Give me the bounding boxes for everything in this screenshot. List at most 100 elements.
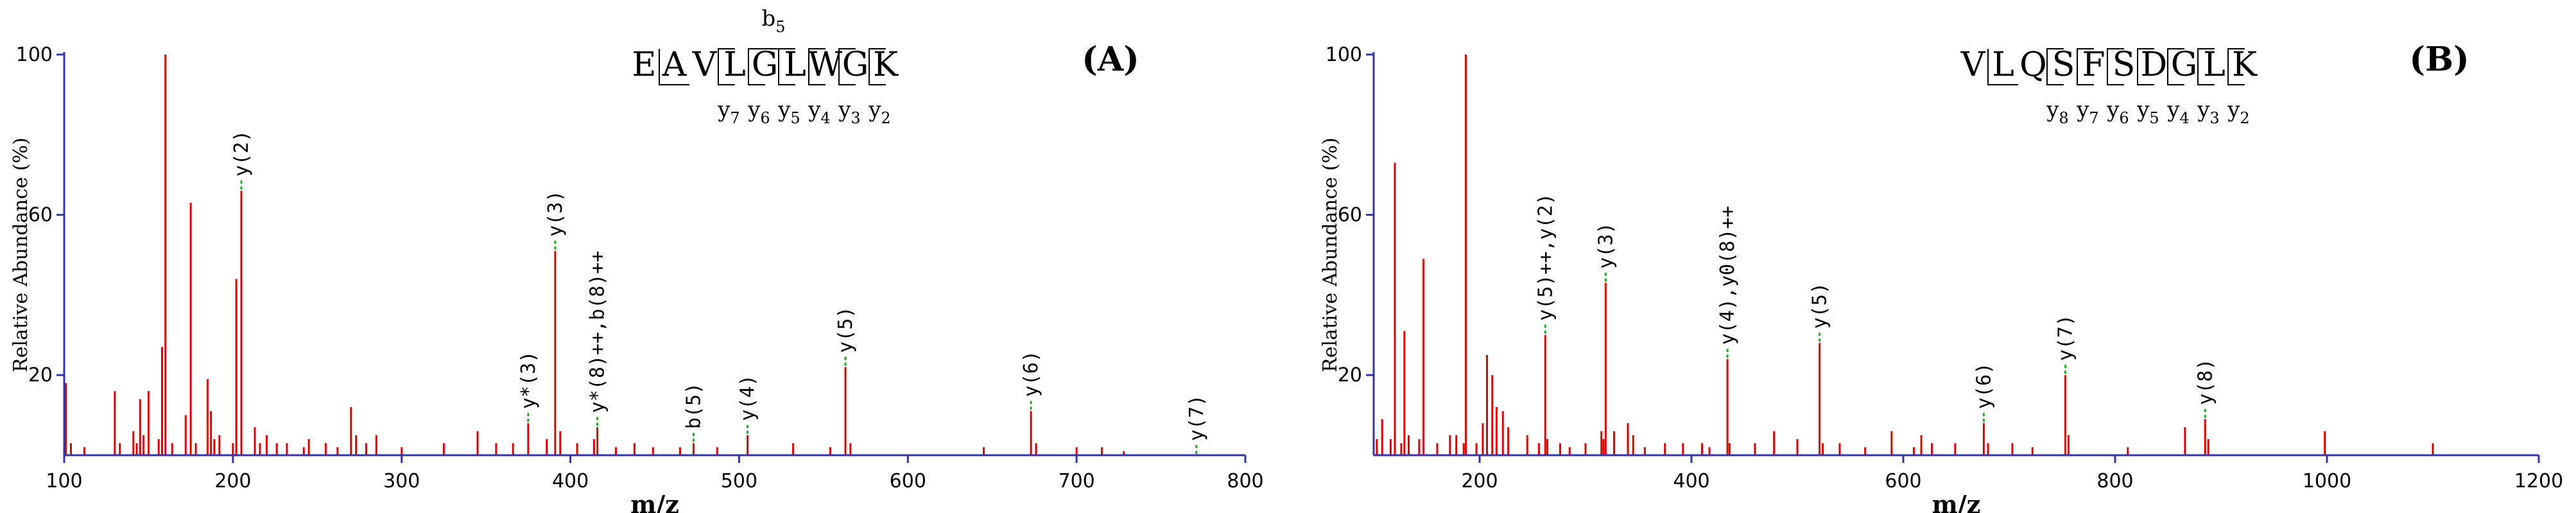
y-ion-subscript: 6 xyxy=(2119,109,2129,127)
y-ion-label: y4 xyxy=(2166,97,2190,127)
y-ion-letter: y xyxy=(777,97,791,123)
b-ion-label: b5 xyxy=(761,6,785,36)
peak-annotation: y(6) xyxy=(1973,363,1995,409)
b-ion-letter: b xyxy=(761,6,775,31)
sequence-residue: G xyxy=(752,46,779,84)
x-tick-label: 100 xyxy=(46,470,82,492)
y-ion-bracket xyxy=(2167,48,2184,85)
x-tick-label: 200 xyxy=(214,470,251,492)
y-ion-label: y7 xyxy=(2076,97,2099,127)
sequence-residue: S xyxy=(2113,46,2136,84)
sequence-residue: G xyxy=(842,46,869,84)
peak-annotation: y(6) xyxy=(1020,351,1042,397)
y-ion-letter: y xyxy=(808,97,821,123)
y-ion-bracket xyxy=(718,48,735,85)
y-ion-subscript: 6 xyxy=(760,109,770,127)
y-ion-bracket xyxy=(2227,48,2245,85)
sequence-residue: L xyxy=(2203,46,2226,84)
sequence-residue: L xyxy=(784,46,806,84)
y-ion-subscript: 4 xyxy=(820,109,830,127)
sequence-residue: S xyxy=(2052,46,2075,84)
y-ion-letter: y xyxy=(2166,97,2180,123)
x-tick-label: 400 xyxy=(552,470,589,492)
y-tick-label: 100 xyxy=(16,44,53,66)
sequence-residue: G xyxy=(2171,46,2198,84)
x-tick-label: 600 xyxy=(1885,470,1921,492)
y-ion-subscript: 2 xyxy=(881,109,890,127)
peak-annotation: y*(3) xyxy=(517,351,540,409)
y-ion-bracket xyxy=(2197,48,2215,85)
sequence-residue: Q xyxy=(2019,46,2047,84)
y-ion-letter: y xyxy=(747,97,761,123)
y-ion-bracket xyxy=(2077,48,2094,85)
peak-annotation: y(5) xyxy=(834,306,857,352)
sequence-residue: W xyxy=(808,46,843,84)
peak-annotation: y(2) xyxy=(230,130,253,177)
y-ion-label: y2 xyxy=(2227,97,2250,127)
y-ion-subscript: 8 xyxy=(2059,109,2068,127)
y-ion-subscript: 5 xyxy=(790,109,800,127)
peak-annotation: y(3) xyxy=(544,191,567,237)
x-tick-label: 600 xyxy=(890,470,926,492)
y-ion-bracket xyxy=(2046,48,2064,85)
sequence-residue: F xyxy=(2082,46,2105,84)
y-ion-subscript: 7 xyxy=(2089,109,2098,127)
sequence-residue: L xyxy=(1992,46,2014,84)
y-tick-label: 100 xyxy=(1326,44,1362,66)
y-ion-label: y5 xyxy=(2136,97,2159,127)
peak-annotation: y(8) xyxy=(2194,359,2217,405)
peak-annotation: y(3) xyxy=(1595,222,1617,268)
y-ion-bracket xyxy=(808,48,826,85)
y-ion-letter: y xyxy=(2106,97,2120,123)
y-ion-label: y3 xyxy=(838,97,861,127)
x-tick-label: 800 xyxy=(1227,470,1263,492)
sequence-residue: K xyxy=(2232,46,2258,84)
y-ion-label: y8 xyxy=(2046,97,2069,127)
sequence-frame xyxy=(1987,49,2018,85)
spectrum-panel-b: 200 400 600 800 1000 1200 20 60 100 m/z Relative A… xyxy=(1319,40,2563,513)
y-tick-label: 60 xyxy=(1338,204,1362,227)
y-ion-subscript: 7 xyxy=(730,109,739,127)
spectrum-panel-a: 100 200 300 400 500 600 700 800 20 60 100 m/z Relati… xyxy=(10,6,1264,513)
sequence-residue: K xyxy=(873,46,899,84)
y-axis-title: Relative Abundance (%) xyxy=(1319,137,1342,372)
x-tick-label: 800 xyxy=(2096,470,2133,492)
y-ion-letter: y xyxy=(2136,97,2150,123)
peak-annotation: y*(8)++,b(8)++ xyxy=(587,250,609,413)
sequence-residue: A xyxy=(662,46,687,84)
peak-annotation: b(5) xyxy=(682,383,705,429)
sequence-residue: L xyxy=(723,46,746,84)
y-ion-bracket xyxy=(2137,48,2154,85)
peak-annotation: y(7) xyxy=(2054,315,2077,361)
panel-label: (A) xyxy=(1082,40,1139,79)
y-ion-letter: y xyxy=(838,97,851,123)
y-ion-subscript: 3 xyxy=(2209,109,2219,127)
x-tick-label: 500 xyxy=(721,470,757,492)
y-ion-letter: y xyxy=(2197,97,2210,123)
x-tick-label: 300 xyxy=(383,470,420,492)
y-ion-label: y4 xyxy=(808,97,831,127)
peak-annotation: y(5)++,y(2) xyxy=(1534,193,1557,321)
y-ion-label: y6 xyxy=(2106,97,2129,127)
y-ion-bracket xyxy=(869,48,886,85)
y-tick-label: 20 xyxy=(1338,364,1362,387)
sequence-residue: D xyxy=(2141,46,2168,84)
sequence-residue: E xyxy=(632,46,657,84)
y-ion-subscript: 5 xyxy=(2149,109,2159,127)
sequence-residue: V xyxy=(692,46,718,84)
y-ion-letter: y xyxy=(2227,97,2240,123)
b-ion-subscript: 5 xyxy=(775,18,785,36)
y-ion-label: y7 xyxy=(717,97,740,127)
x-tick-label: 700 xyxy=(1059,470,1095,492)
x-tick-label: 1200 xyxy=(2514,470,2563,492)
y-ion-letter: y xyxy=(868,97,881,123)
y-ion-subscript: 2 xyxy=(2240,109,2249,127)
peak-annotation: y(4),y0(8)++ xyxy=(1716,205,1739,345)
sequence-frame xyxy=(659,49,689,85)
y-tick-label: 20 xyxy=(28,364,53,387)
y-ion-label: y5 xyxy=(777,97,800,127)
y-ion-letter: y xyxy=(2076,97,2089,123)
y-ion-bracket xyxy=(748,48,765,85)
b-ion-bracket xyxy=(762,48,779,85)
